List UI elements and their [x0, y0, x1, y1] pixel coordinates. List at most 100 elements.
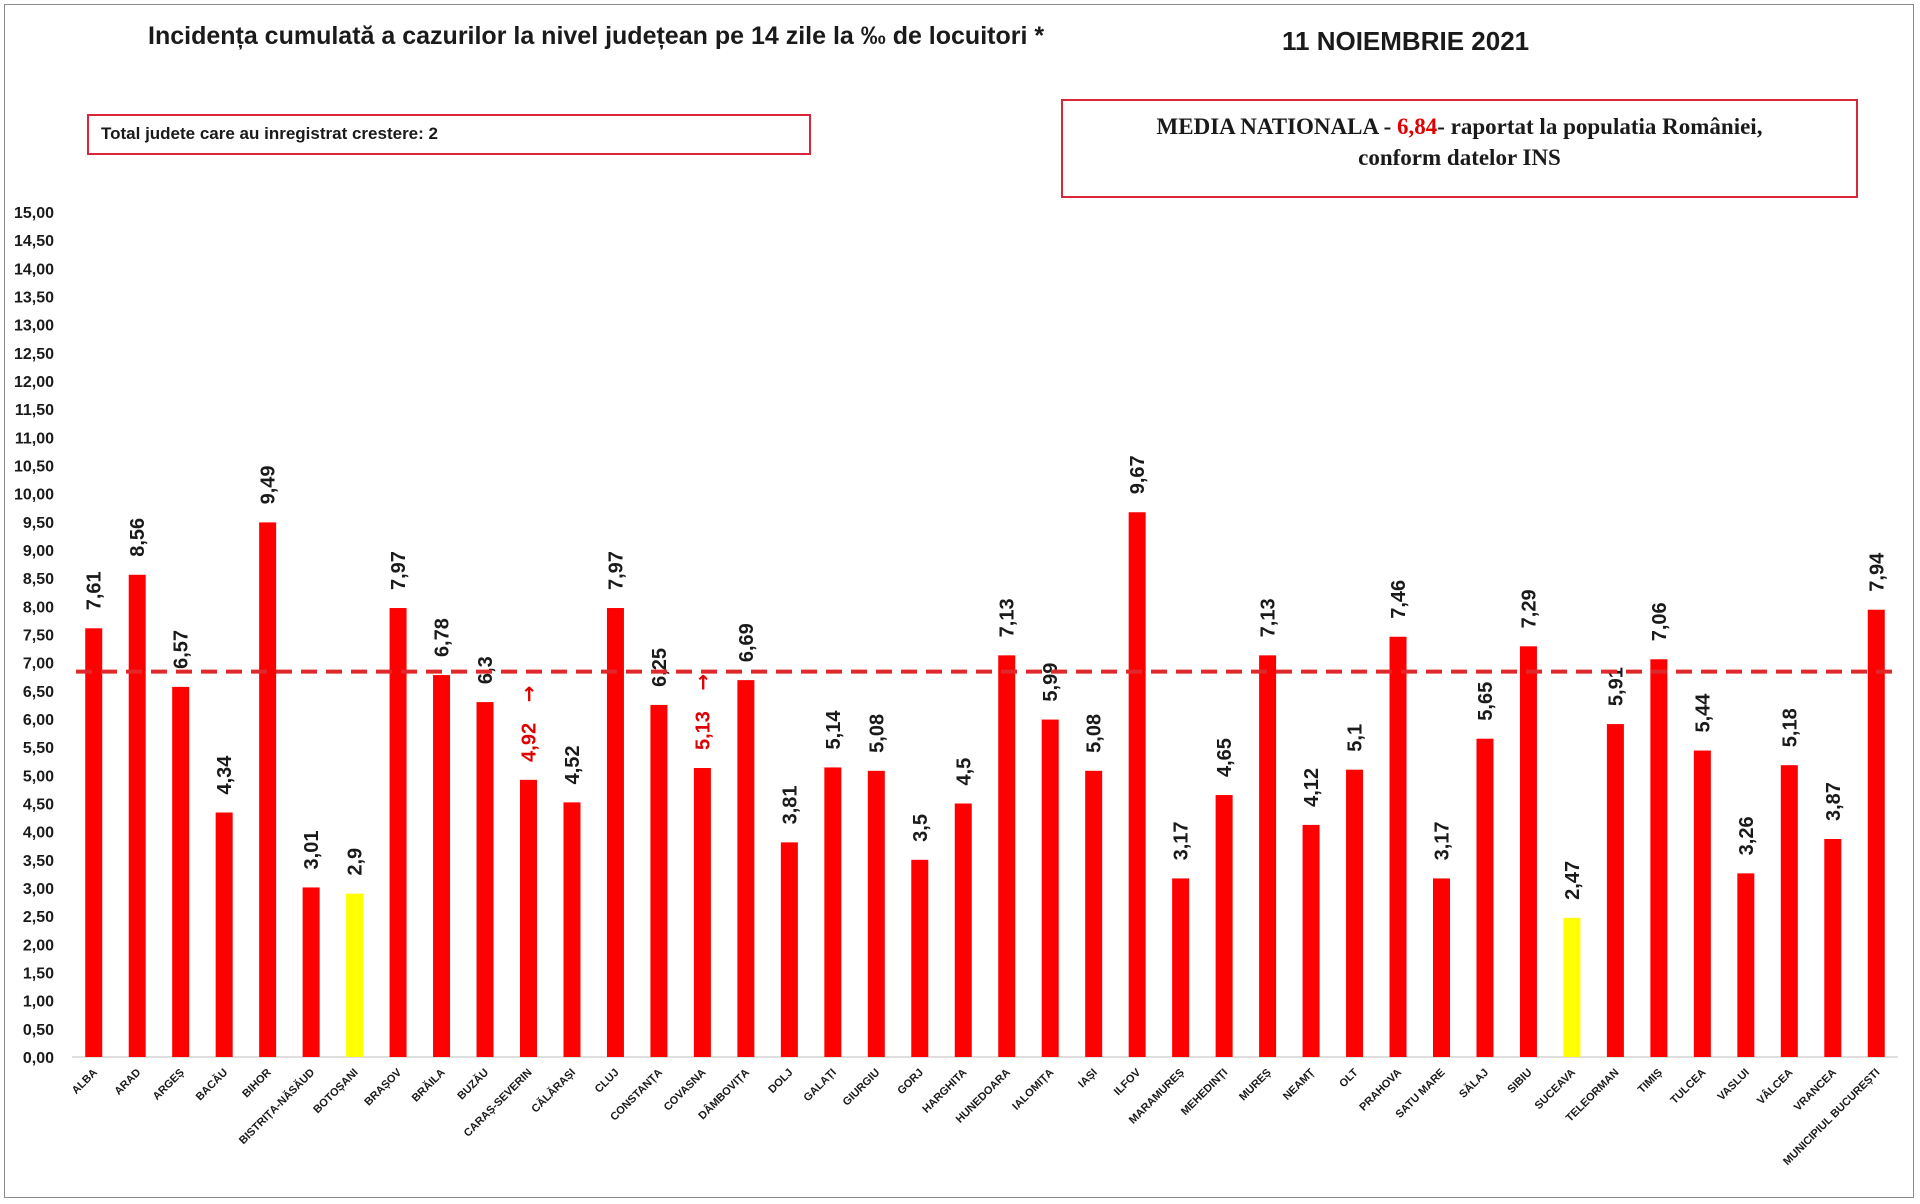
bar: [1476, 738, 1494, 1057]
y-tick-label: 8,50: [23, 571, 54, 588]
national-average-value: 6,84: [1397, 114, 1438, 139]
value-label: 5,08: [866, 714, 888, 753]
value-label: 7,61: [84, 571, 106, 610]
bar: [1389, 636, 1407, 1057]
y-tick-label: 2,00: [23, 937, 54, 954]
bar: [433, 675, 451, 1057]
national-average-line2: conform datelor INS: [1358, 145, 1561, 170]
category-label: OLT: [1337, 1066, 1361, 1090]
category-label: VRANCEA: [1792, 1067, 1839, 1114]
bar: [1346, 769, 1364, 1057]
y-tick-label: 9,00: [23, 543, 54, 560]
y-tick-label: 4,50: [23, 797, 54, 814]
bar: [1041, 719, 1059, 1057]
category-label: BUZĂU: [455, 1066, 491, 1102]
category-label: ALBA: [70, 1067, 100, 1097]
category-label: PRAHOVA: [1357, 1067, 1404, 1114]
value-label: 3,17: [1171, 821, 1193, 860]
value-label: 5,65: [1475, 682, 1497, 721]
bar: [911, 859, 929, 1057]
value-label: 4,5: [953, 758, 975, 786]
value-label: 7,97: [388, 551, 410, 590]
value-label: 4,34: [214, 755, 236, 795]
bar: [954, 803, 972, 1057]
value-label: 5,14: [823, 710, 845, 750]
bar: [85, 628, 103, 1057]
y-tick-label: 9,50: [23, 515, 54, 532]
y-tick-label: 5,00: [23, 768, 54, 785]
bar: [128, 574, 146, 1057]
category-label: MEHEDINȚI: [1179, 1067, 1230, 1118]
bar: [650, 704, 668, 1057]
category-label: ARAD: [112, 1067, 143, 1098]
y-tick-label: 3,50: [23, 853, 54, 870]
value-label: 4,52: [562, 745, 584, 784]
bar: [1563, 917, 1581, 1057]
value-label: 3,17: [1432, 821, 1454, 860]
national-average-box: MEDIA NATIONALA - 6,84- raportat la popu…: [1061, 99, 1858, 198]
bar: [389, 608, 407, 1057]
bar: [1867, 609, 1885, 1057]
value-label: 9,49: [258, 465, 280, 504]
category-label: GIURGIU: [841, 1067, 883, 1109]
bar: [563, 802, 581, 1057]
category-label: SUCEAVA: [1533, 1067, 1578, 1112]
bar: [1519, 646, 1537, 1057]
bar: [606, 608, 624, 1057]
y-tick-label: 6,50: [23, 684, 54, 701]
bar: [1302, 824, 1320, 1057]
value-label: 3,01: [301, 830, 323, 869]
value-label: 5,08: [1084, 714, 1106, 753]
value-label: 3,5: [910, 814, 932, 842]
increase-count-box: Total judete care au inregistrat crester…: [87, 114, 811, 155]
y-tick-label: 5,50: [23, 740, 54, 757]
value-label: 5,18: [1779, 708, 1801, 747]
y-tick-label: 12,00: [14, 374, 54, 391]
value-label: 6,57: [171, 630, 193, 669]
bar: [1737, 873, 1755, 1057]
national-average-prefix: MEDIA NATIONALA -: [1156, 114, 1397, 139]
category-label: DOLJ: [766, 1067, 795, 1096]
category-label: BRĂILA: [409, 1066, 448, 1105]
bar: [1215, 795, 1233, 1057]
bar: [998, 655, 1016, 1057]
y-tick-label: 1,50: [23, 966, 54, 983]
y-tick-label: 0,50: [23, 1022, 54, 1039]
y-tick-label: 10,50: [14, 459, 54, 476]
y-tick-label: 0,00: [23, 1050, 54, 1067]
category-label: BOTOȘANI: [311, 1067, 360, 1116]
bar: [1128, 512, 1146, 1057]
value-label: 4,92: [519, 723, 541, 762]
value-label: 3,81: [779, 785, 801, 824]
category-label: NEAMȚ: [1281, 1066, 1317, 1102]
y-tick-label: 13,50: [14, 290, 54, 307]
bar: [1780, 765, 1798, 1057]
category-label: BRAȘOV: [362, 1066, 404, 1108]
value-label: 8,56: [127, 518, 149, 557]
bar: [302, 887, 320, 1057]
bar: [1693, 750, 1711, 1057]
value-label: 6,69: [736, 623, 758, 662]
value-label: 5,99: [1040, 663, 1062, 702]
y-tick-label: 13,00: [14, 318, 54, 335]
value-label: 2,9: [345, 848, 367, 876]
bar: [1650, 659, 1668, 1057]
value-label: 9,67: [1127, 455, 1149, 494]
category-label: TIMIȘ: [1636, 1067, 1665, 1096]
increase-arrow-label: →: [517, 686, 541, 703]
bar: [476, 702, 494, 1057]
value-label: 5,91: [1605, 667, 1627, 706]
increase-count-text: Total judete care au inregistrat crester…: [101, 124, 438, 143]
y-tick-label: 8,00: [23, 599, 54, 616]
bar: [1824, 838, 1842, 1057]
bar: [780, 842, 798, 1057]
bar: [520, 779, 537, 1057]
value-label: 4,65: [1214, 738, 1236, 777]
value-label: 7,29: [1518, 589, 1540, 628]
y-tick-label: 3,00: [23, 881, 54, 898]
category-label: IAȘI: [1076, 1067, 1100, 1091]
category-label: VASLUI: [1716, 1067, 1752, 1103]
category-label: VÂLCEA: [1754, 1066, 1795, 1107]
y-tick-label: 15,00: [14, 205, 54, 222]
national-average-line1: MEDIA NATIONALA - 6,84- raportat la popu…: [1063, 111, 1856, 142]
